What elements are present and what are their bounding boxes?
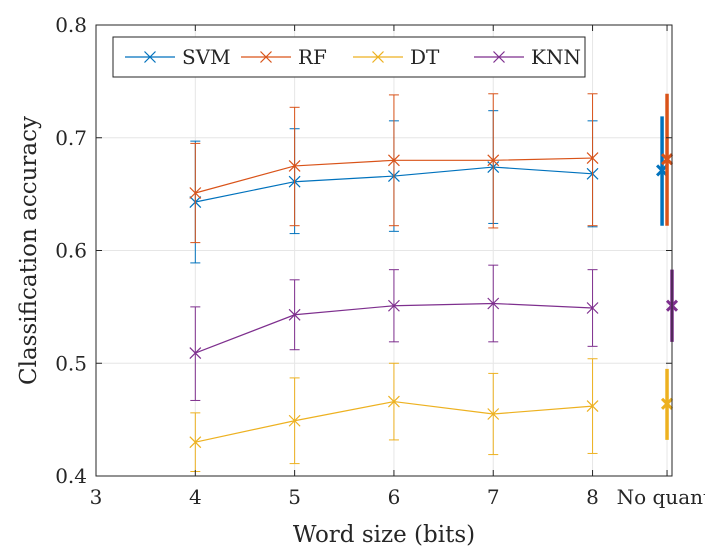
legend-label: KNN (531, 45, 581, 69)
legend-label: RF (298, 45, 327, 69)
legend-item-knn: KNN (474, 45, 581, 69)
marker-stroke (487, 297, 500, 310)
x-tick-label: 3 (90, 485, 103, 509)
marker-stroke (660, 153, 674, 166)
x-tick-label: 4 (189, 485, 202, 509)
y-tick-label: 0.7 (55, 126, 87, 150)
marker-stroke (388, 395, 400, 408)
marker-stroke (288, 160, 301, 172)
y-axis-label: Classification accuracy (16, 116, 42, 385)
marker-stroke (586, 152, 599, 164)
y-tick-label: 0.5 (55, 351, 87, 375)
marker-stroke (288, 414, 301, 427)
series-layer (189, 93, 679, 472)
marker-stroke (586, 400, 599, 413)
marker-stroke (487, 154, 500, 167)
grid (95, 24, 672, 477)
series-svm (189, 110, 669, 264)
marker-stroke (388, 154, 400, 167)
legend-label: DT (410, 45, 440, 69)
marker-stroke (189, 436, 202, 449)
legend-item-svm: SVM (125, 45, 231, 69)
y-tick-label: 0.8 (55, 13, 87, 37)
tick-layer: 3 4 5 6 7 8 No quant. 0.4 0.5 0.6 0.7 0.8 (55, 13, 705, 509)
y-tick-label: 0.4 (55, 464, 87, 488)
series-rf (189, 93, 674, 244)
marker-stroke (372, 51, 384, 63)
marker-stroke (493, 51, 505, 63)
series-knn (189, 264, 679, 401)
series-dt (189, 358, 674, 472)
marker-stroke (189, 187, 202, 199)
marker-stroke (288, 308, 301, 321)
x-tick-label: 6 (388, 485, 401, 509)
marker-stroke (388, 299, 400, 312)
marker-stroke (660, 397, 674, 410)
x-tick-label: 8 (586, 485, 599, 509)
legend-item-rf: RF (241, 45, 327, 69)
marker-stroke (144, 51, 156, 63)
x-axis-label: Word size (bits) (293, 522, 475, 548)
marker-stroke (586, 302, 599, 314)
legend: SVM RF DT KNN (112, 36, 586, 78)
legend-label: SVM (182, 45, 231, 69)
x-tick-label: No quant. (617, 485, 705, 509)
marker-stroke (487, 408, 500, 420)
marker-stroke (260, 51, 272, 63)
y-tick-label: 0.6 (55, 239, 87, 263)
x-tick-label: 5 (288, 485, 301, 509)
marker-stroke (189, 347, 202, 360)
legend-item-dt: DT (353, 45, 440, 69)
x-tick-label: 7 (487, 485, 500, 509)
